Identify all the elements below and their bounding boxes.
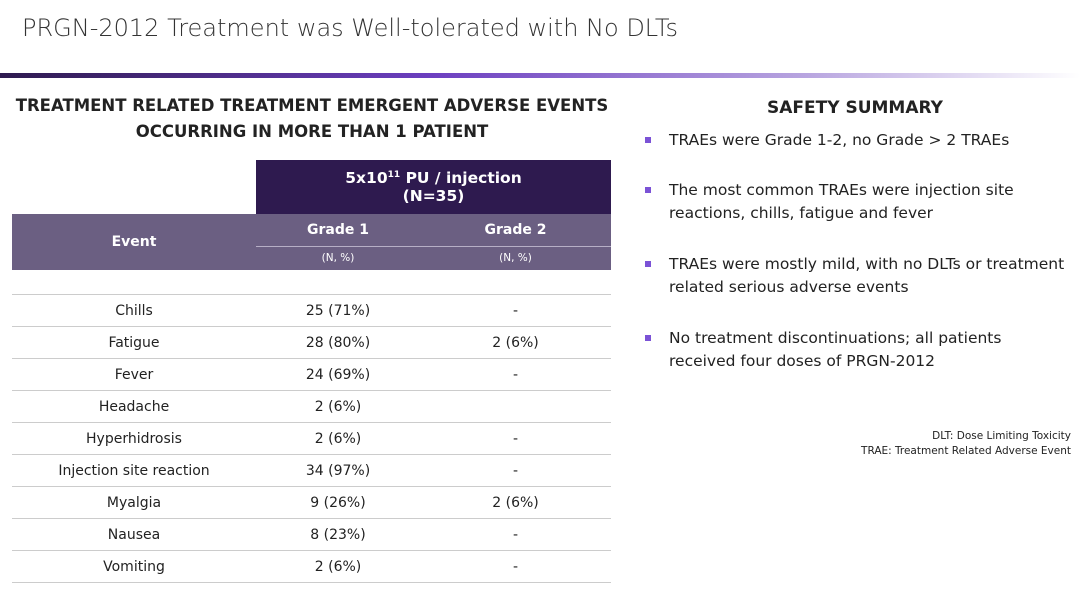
dose-n: (N=35) [402, 187, 465, 205]
event-name: Injection site reaction [58, 463, 210, 479]
cell-value: 2 (6%) [314, 559, 362, 575]
spacer-row [12, 270, 611, 295]
cell-value: 2 (6%) [492, 335, 539, 351]
table-row [12, 359, 611, 391]
table-row [12, 423, 611, 455]
table-title: OCCURRING IN MORE THAN 1 PATIENT [135, 122, 489, 141]
dose-line: 5x1011 PU / injection [345, 169, 521, 187]
grade-header-bg [256, 214, 611, 270]
dose-header: 5x1011 PU / injection (N=35) [256, 160, 611, 214]
grade-header: Grade 1 [307, 222, 369, 238]
cell-value: 2 (6%) [314, 431, 362, 447]
grade-header: Grade 2 [484, 222, 547, 238]
cell-value: - [512, 463, 519, 479]
unit-header: (N, %) [321, 252, 355, 264]
cell-value: 28 (80%) [305, 335, 371, 351]
table-row [12, 455, 611, 487]
dose-base: 5x10 [345, 169, 388, 187]
table-row [12, 327, 611, 359]
table-row [12, 391, 611, 423]
table-title: TREATMENT RELATED TREATMENT EMERGENT ADV… [15, 96, 609, 115]
cell-value: - [512, 431, 519, 447]
cell-value: 25 (71%) [305, 303, 371, 319]
event-name: Hyperhidrosis [86, 431, 182, 447]
cell-value: 2 (6%) [314, 399, 362, 415]
bullet: TRAEs were mostly mild, with no DLTs or … [645, 253, 1065, 299]
cell-value: 9 (26%) [310, 495, 366, 511]
summary-title: SAFETY SUMMARY [767, 98, 943, 118]
event-name: Myalgia [106, 495, 162, 511]
cell-value: 24 (69%) [305, 367, 371, 383]
cell-value: 2 (6%) [492, 495, 539, 511]
event-name: Nausea [107, 527, 161, 543]
cell-value: 8 (23%) [310, 527, 366, 543]
cell-value: 34 (97%) [305, 463, 371, 479]
event-name: Headache [98, 399, 170, 415]
event-name: Fatigue [108, 335, 160, 351]
cell-value: - [512, 559, 519, 575]
cell-value: - [512, 367, 519, 383]
dose-exponent: 11 [387, 169, 401, 180]
footnote: DLT: Dose Limiting Toxicity [932, 430, 1071, 442]
event-name: Fever [114, 367, 154, 383]
table-row [12, 487, 611, 519]
table-row [12, 519, 611, 551]
bullet: No treatment discontinuations; all patie… [645, 327, 1065, 373]
table-row [12, 551, 611, 583]
cell-value: - [512, 527, 519, 543]
event-name: Vomiting [103, 559, 165, 575]
event-name: Chills [115, 303, 153, 319]
header-divider [256, 246, 611, 247]
slide-title: PRGN-2012 Treatment was Well-tolerated w… [22, 14, 679, 42]
table-row [12, 295, 611, 327]
unit-header: (N, %) [499, 252, 532, 264]
bullet: The most common TRAEs were injection sit… [645, 179, 1065, 225]
title-rule [0, 73, 1080, 78]
dose-unit: PU / injection [405, 169, 522, 187]
event-header: Event [12, 214, 256, 270]
bullet: TRAEs were Grade 1-2, no Grade > 2 TRAEs [645, 129, 1065, 152]
cell-value: - [512, 303, 519, 319]
footnote: TRAE: Treatment Related Adverse Event [861, 445, 1071, 457]
